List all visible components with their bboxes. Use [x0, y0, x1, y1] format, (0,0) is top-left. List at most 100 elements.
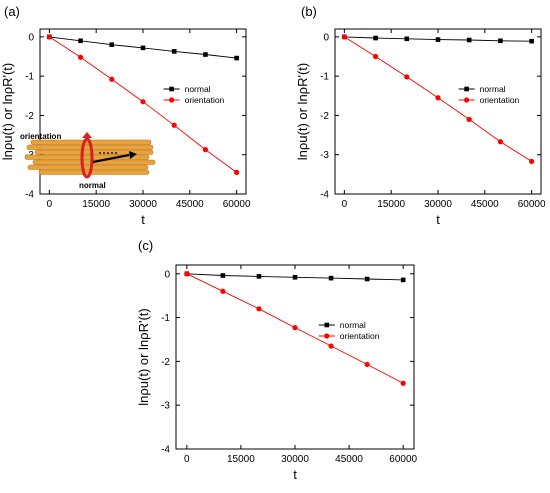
panel-label: (b) — [301, 4, 317, 19]
data-point-normal — [78, 38, 83, 44]
y-tick-label: -2 — [25, 111, 34, 122]
data-point-normal — [466, 37, 472, 43]
legend-label-normal: normal — [340, 320, 366, 330]
y-tick-label: -2 — [161, 357, 170, 368]
panel-label: (c) — [138, 238, 153, 253]
data-point-normal — [435, 37, 441, 42]
y-tick-label: -2 — [320, 111, 329, 122]
y-tick-label: 0 — [28, 32, 34, 43]
y-axis-label: lnρu(t) or lnρR'(t) — [136, 308, 151, 405]
chart-panel-a: (a)0150003000045000600000-1-2-3-4tlnρu(t… — [0, 4, 251, 227]
legend-marker-normal — [324, 322, 330, 328]
data-point-normal — [529, 38, 534, 44]
y-tick-label: -4 — [25, 190, 34, 201]
x-tick-label: 45000 — [176, 199, 204, 210]
x-axis-label: t — [436, 212, 440, 227]
data-point-orientation — [140, 99, 146, 105]
data-point-orientation — [292, 325, 298, 331]
x-tick-label: 15000 — [82, 199, 110, 210]
inset-illustration: orientation normal — [20, 132, 156, 190]
data-point-orientation — [256, 306, 262, 312]
legend-label-orientation: orientation — [340, 331, 380, 341]
data-point-orientation — [328, 343, 334, 349]
rotation-arrow-icon — [80, 132, 94, 179]
data-point-orientation — [46, 34, 52, 40]
data-point-normal — [404, 36, 410, 42]
y-tick-label: -1 — [25, 72, 34, 83]
x-tick-label: 0 — [47, 199, 53, 210]
legend-marker-orientation — [324, 333, 330, 339]
data-point-orientation — [497, 139, 504, 145]
data-point-orientation — [184, 271, 190, 277]
panels-layer: (a) 0 15000 30000 45000 60000 0 -1 -2 -3 -4 t lnρu(t… — [0, 4, 546, 482]
y-tick-label: -1 — [320, 72, 329, 83]
x-tick-label: 15000 — [227, 454, 255, 465]
data-point-normal — [171, 49, 177, 54]
x-axis-label: t — [141, 212, 145, 227]
y-tick-label: -1 — [161, 313, 170, 324]
data-point-orientation — [435, 95, 441, 101]
plot-frame — [334, 28, 542, 195]
legend-marker-normal — [464, 86, 469, 92]
data-point-orientation — [109, 76, 115, 82]
legend-label-orientation: orientation — [480, 95, 520, 105]
data-point-orientation — [529, 158, 535, 164]
data-point-normal — [220, 273, 226, 278]
x-tick-label: 30000 — [281, 454, 309, 465]
y-tick-label: 0 — [323, 32, 329, 43]
legend-label-normal: normal — [185, 84, 211, 94]
y-tick-label: 0 — [164, 269, 170, 280]
data-point-orientation — [400, 380, 406, 386]
data-point-orientation — [364, 361, 370, 368]
data-point-normal — [203, 52, 208, 57]
x-tick-label: 30000 — [424, 199, 452, 210]
data-point-normal — [400, 277, 406, 283]
inset-label-normal: normal — [79, 181, 106, 190]
x-tick-label: 0 — [184, 454, 190, 465]
data-point-orientation — [404, 74, 410, 80]
data-point-normal — [364, 276, 370, 282]
legend-label-normal: normal — [480, 84, 506, 94]
x-tick-label: 45000 — [335, 454, 363, 465]
data-point-orientation — [341, 34, 347, 40]
data-point-orientation — [220, 288, 226, 294]
x-tick-label: 45000 — [471, 199, 499, 210]
y-axis-label: lnρu(t) or lnρR'(t) — [295, 63, 310, 160]
x-tick-label: 15000 — [377, 199, 405, 210]
data-point-normal — [498, 38, 503, 44]
legend-marker-orientation — [464, 97, 470, 103]
data-point-normal — [140, 45, 146, 51]
y-tick-label: -4 — [320, 190, 329, 201]
chart-panel-b: (b) 0 15000 30000 45000 60000 0 -1 -2 -3 -4 t lnρu(t… — [295, 4, 546, 227]
x-tick-label: 0 — [342, 199, 348, 210]
y-tick-label: -3 — [161, 401, 170, 412]
y-tick-label: -3 — [320, 150, 329, 161]
data-point-normal — [109, 42, 115, 48]
y-axis-label: lnρu(t) or lnρR'(t) — [0, 63, 15, 160]
x-tick-label: 30000 — [129, 199, 157, 210]
x-axis-label: t — [293, 467, 297, 482]
data-point-orientation — [171, 122, 177, 128]
data-point-normal — [234, 55, 239, 61]
legend-marker-normal — [169, 86, 174, 92]
data-point-normal — [373, 35, 378, 41]
inset-label-orientation: orientation — [20, 132, 61, 141]
direction-arrow-icon — [92, 151, 137, 164]
data-point-orientation — [77, 54, 84, 60]
panel-label: (a) — [4, 4, 20, 19]
legend-label-orientation: orientation — [185, 95, 225, 105]
x-tick-label: 60000 — [389, 454, 417, 465]
data-point-orientation — [202, 147, 209, 153]
x-tick-label: 60000 — [518, 199, 546, 210]
x-tick-label: 60000 — [223, 199, 251, 210]
data-point-normal — [256, 274, 262, 279]
chart-panel-c: (c) 0 15000 30000 45000 60000 0 -1 -2 -3 -4 t lnρu(t… — [136, 238, 418, 482]
y-tick-label: -4 — [161, 445, 170, 456]
data-point-normal — [328, 275, 334, 281]
legend-marker-orientation — [169, 97, 175, 103]
data-point-orientation — [372, 53, 379, 60]
